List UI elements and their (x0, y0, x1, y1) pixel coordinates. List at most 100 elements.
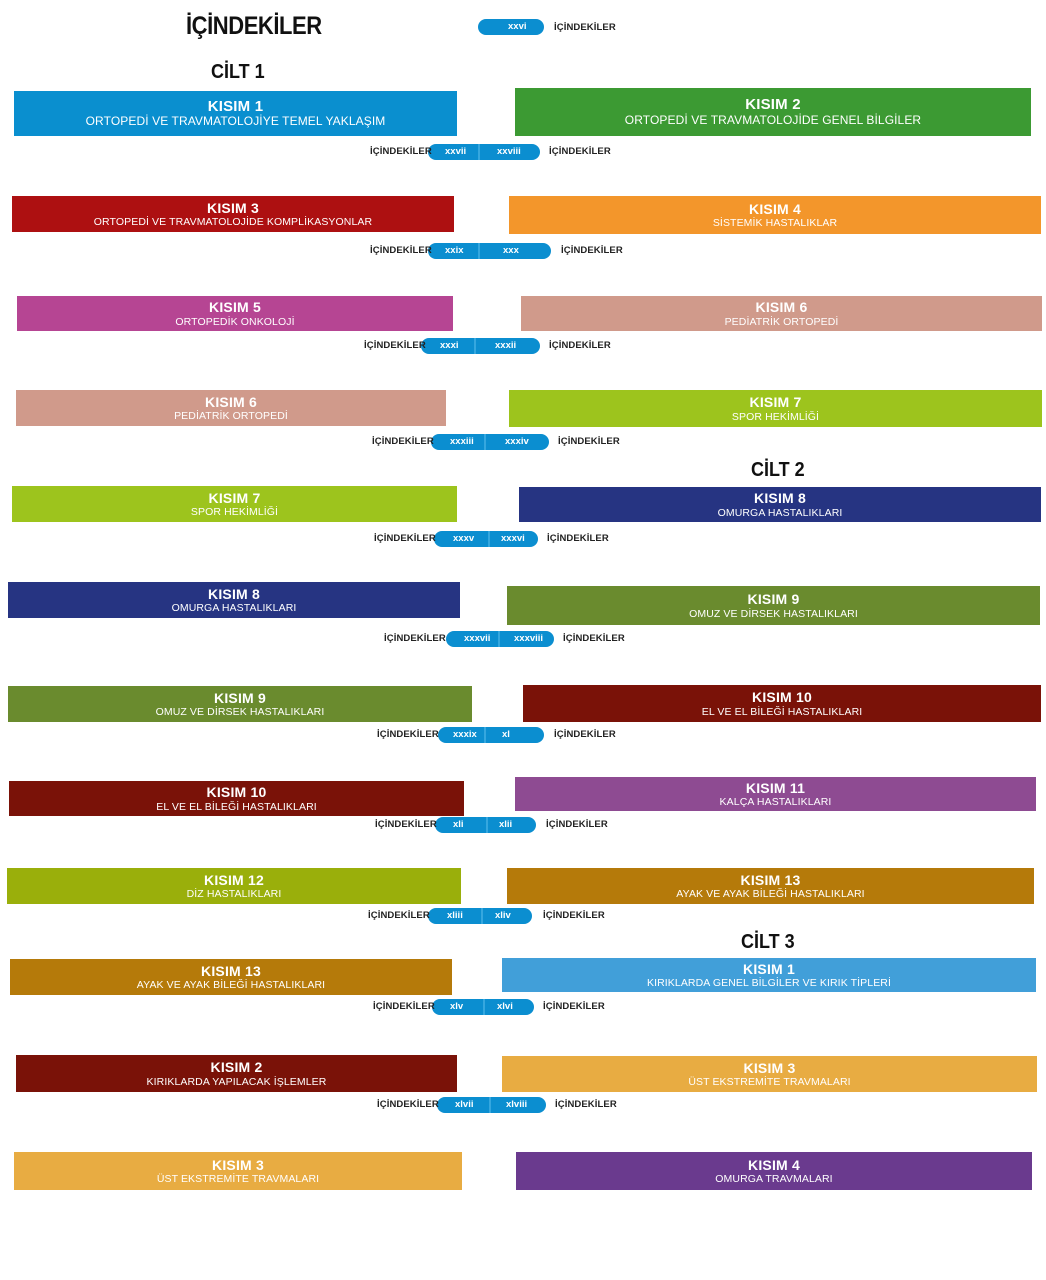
part-subtitle: KIRIKLARDA YAPILACAK İŞLEMLER (146, 1075, 327, 1088)
header-page-pill[interactable]: xxvi (478, 19, 544, 35)
pill-divider (478, 243, 480, 259)
page-label-right: İÇİNDEKİLER (543, 910, 605, 921)
page-number-left: xxxv (453, 533, 475, 544)
part-band-right[interactable]: KISIM 11 KALÇA HASTALIKLARI (515, 777, 1036, 811)
part-number: KISIM 7 (208, 489, 261, 506)
part-subtitle: KALÇA HASTALIKLARI (719, 796, 832, 809)
volume-2-heading: CİLT 2 (751, 459, 805, 481)
page-label-left: İÇİNDEKİLER (368, 910, 430, 921)
part-subtitle: ORTOPEDİ VE TRAVMATOLOJİDE KOMPLİKASYONL… (93, 216, 373, 229)
page-range-pill[interactable]: xxxix xl (438, 727, 544, 743)
part-band-left[interactable]: KISIM 3 ORTOPEDİ VE TRAVMATOLOJİDE KOMPLİ… (12, 196, 454, 232)
part-band-right[interactable]: KISIM 9 OMUZ VE DİRSEK HASTALIKLARI (507, 586, 1040, 625)
part-subtitle: OMUZ VE DİRSEK HASTALIKLARI (155, 706, 325, 719)
page-number-left: xli (453, 819, 464, 830)
part-number: KISIM 4 (749, 200, 801, 217)
page-label-right: İÇİNDEKİLER (561, 245, 623, 256)
part-number: KISIM 8 (754, 490, 806, 507)
part-band-right[interactable]: KISIM 13 AYAK VE AYAK BİLEĞİ HASTALIKLARI (507, 868, 1034, 904)
part-subtitle: ORTOPEDİ VE TRAVMATOLOJİDE GENEL BİLGİLE… (624, 112, 922, 127)
part-number: KISIM 9 (747, 591, 800, 608)
part-subtitle: PEDİATRİK ORTOPEDİ (724, 315, 839, 328)
page-number-right: xxxiv (505, 436, 529, 447)
page-range-pill[interactable]: xxxvii xxxviii (446, 631, 554, 647)
pill-divider (481, 908, 483, 924)
part-subtitle: EL VE EL BİLEĞİ HASTALIKLARI (701, 705, 863, 718)
page-label-right: İÇİNDEKİLER (549, 340, 611, 351)
part-subtitle: ÜST EKSTREMİTE TRAVMALARI (688, 1076, 851, 1089)
part-band-right[interactable]: KISIM 8 OMURGA HASTALIKLARI (519, 487, 1041, 522)
part-number: KISIM 9 (214, 689, 266, 706)
part-band-left[interactable]: KISIM 9 OMUZ VE DİRSEK HASTALIKLARI (8, 686, 472, 722)
header-page-number: xxvi (508, 21, 527, 32)
page-range-pill[interactable]: xxxv xxxvi (434, 531, 538, 547)
page-number-left: xliii (447, 910, 463, 921)
part-number: KISIM 3 (212, 1156, 264, 1173)
part-number: KISIM 1 (743, 960, 795, 977)
part-subtitle: PEDİATRİK ORTOPEDİ (174, 410, 288, 423)
part-subtitle: DİZ HASTALIKLARI (186, 888, 282, 901)
page-number-right: xlviii (506, 1099, 528, 1110)
part-subtitle: KIRIKLARDA GENEL BİLGİLER VE KIRIK TİPLE… (646, 977, 892, 990)
part-band-right[interactable]: KISIM 6 PEDİATRİK ORTOPEDİ (521, 296, 1042, 331)
page-label-right: İÇİNDEKİLER (554, 729, 616, 740)
part-number: KISIM 6 (205, 393, 257, 410)
part-band-left[interactable]: KISIM 13 AYAK VE AYAK BİLEĞİ HASTALIKLARI (10, 959, 452, 995)
page-number-left: xxix (445, 245, 464, 256)
volume-1-heading: CİLT 1 (211, 61, 265, 83)
part-band-right[interactable]: KISIM 4 OMURGA TRAVMALARI (516, 1152, 1032, 1190)
page-label-right: İÇİNDEKİLER (563, 633, 625, 644)
part-band-left[interactable]: KISIM 5 ORTOPEDİK ONKOLOJİ (17, 296, 453, 331)
part-band-left[interactable]: KISIM 2 KIRIKLARDA YAPILACAK İŞLEMLER (16, 1055, 457, 1092)
part-number: KISIM 6 (755, 299, 808, 316)
page-label-left: İÇİNDEKİLER (377, 729, 439, 740)
part-number: KISIM 13 (201, 962, 261, 979)
page-range-pill[interactable]: xxvii xxviii (428, 144, 540, 160)
part-subtitle: SİSTEMİK HASTALIKLAR (712, 217, 838, 230)
page-number-right: xxxii (495, 340, 517, 351)
page-label-left: İÇİNDEKİLER (364, 340, 426, 351)
part-band-left[interactable]: KISIM 1 ORTOPEDİ VE TRAVMATOLOJİYE TEMEL … (14, 91, 457, 136)
pill-divider (484, 727, 486, 743)
page-label-left: İÇİNDEKİLER (370, 146, 432, 157)
pill-divider (488, 531, 490, 547)
part-band-left[interactable]: KISIM 12 DİZ HASTALIKLARI (7, 868, 461, 904)
part-band-right[interactable]: KISIM 4 SİSTEMİK HASTALIKLAR (509, 196, 1041, 234)
page-label-right: İÇİNDEKİLER (558, 436, 620, 447)
page-number-left: xxvii (445, 146, 467, 157)
page-number-right: xl (502, 729, 510, 740)
part-number: KISIM 1 (207, 97, 264, 115)
part-band-right[interactable]: KISIM 10 EL VE EL BİLEĞİ HASTALIKLARI (523, 685, 1041, 722)
part-band-right[interactable]: KISIM 7 SPOR HEKİMLİĞİ (509, 390, 1042, 427)
part-band-left[interactable]: KISIM 6 PEDİATRİK ORTOPEDİ (16, 390, 446, 426)
page-range-pill[interactable]: xliii xliv (428, 908, 532, 924)
page-range-pill[interactable]: xlv xlvi (432, 999, 534, 1015)
pill-divider (498, 631, 500, 647)
part-band-right[interactable]: KISIM 1 KIRIKLARDA GENEL BİLGİLER VE KIRI… (502, 958, 1036, 992)
part-band-right[interactable]: KISIM 3 ÜST EKSTREMİTE TRAVMALARI (502, 1056, 1037, 1092)
part-band-left[interactable]: KISIM 7 SPOR HEKİMLİĞİ (12, 486, 457, 522)
page-number-left: xlvii (455, 1099, 474, 1110)
page-range-pill[interactable]: xxxi xxxii (421, 338, 540, 354)
page-label-right: İÇİNDEKİLER (547, 533, 609, 544)
part-band-left[interactable]: KISIM 3 ÜST EKSTREMİTE TRAVMALARI (14, 1152, 462, 1190)
part-band-right[interactable]: KISIM 2 ORTOPEDİ VE TRAVMATOLOJİDE GENEL … (515, 88, 1031, 136)
part-band-left[interactable]: KISIM 8 OMURGA HASTALIKLARI (8, 582, 460, 618)
pill-divider (483, 999, 485, 1015)
page-number-right: xxxviii (514, 633, 544, 644)
page-range-pill[interactable]: xli xlii (435, 817, 536, 833)
part-subtitle: SPOR HEKİMLİĞİ (190, 506, 279, 519)
page-label-right: İÇİNDEKİLER (546, 819, 608, 830)
page-range-pill[interactable]: xxxiii xxxiv (431, 434, 549, 450)
page-number-right: xxviii (497, 146, 521, 157)
pill-divider (489, 1097, 491, 1113)
page-number-right: xxx (503, 245, 519, 256)
page-range-pill[interactable]: xxix xxx (428, 243, 551, 259)
part-subtitle: ORTOPEDİ VE TRAVMATOLOJİYE TEMEL YAKLAŞI… (85, 114, 386, 129)
part-band-left[interactable]: KISIM 10 EL VE EL BİLEĞİ HASTALIKLARI (9, 781, 464, 816)
page-number-left: xxxix (453, 729, 477, 740)
page-range-pill[interactable]: xlvii xlviii (437, 1097, 546, 1113)
part-number: KISIM 13 (740, 871, 801, 888)
part-subtitle: AYAK VE AYAK BİLEĞİ HASTALIKLARI (676, 888, 865, 901)
part-number: KISIM 11 (745, 779, 806, 796)
